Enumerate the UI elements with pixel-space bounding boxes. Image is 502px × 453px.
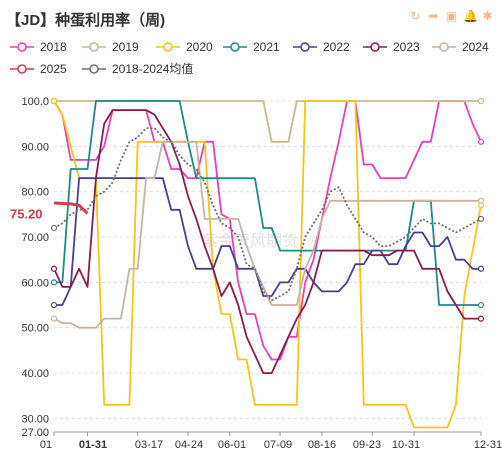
legend-swatch-marker <box>89 64 99 74</box>
series-line <box>54 100 481 306</box>
save-icon[interactable]: ✱ <box>482 9 493 23</box>
series-endpoint-marker <box>477 215 485 222</box>
y-tick-label: 27.00 <box>21 427 49 439</box>
image-icon[interactable]: ▣ <box>445 9 458 23</box>
legend-label[interactable]: 2023 <box>393 40 420 54</box>
legend-swatch-marker <box>17 42 27 52</box>
series-endpoint-marker <box>50 97 58 105</box>
series-line <box>53 109 481 375</box>
current-value-label: 75.20 <box>10 206 43 221</box>
y-tick-label: 30.00 <box>21 413 49 425</box>
legend-swatch-marker <box>163 42 173 52</box>
legend-label[interactable]: 2025 <box>40 62 67 76</box>
legend-label[interactable]: 2019 <box>112 40 139 54</box>
legend-swatch-marker <box>300 42 310 52</box>
series-endpoint-marker <box>477 197 485 204</box>
series-endpoint-marker <box>477 265 485 272</box>
legend-swatch-marker <box>370 42 380 52</box>
series-endpoint-marker <box>477 301 485 309</box>
series-endpoint-marker <box>50 224 58 232</box>
x-tick-label: 04-24 <box>175 439 203 451</box>
legend-swatch-marker <box>89 42 99 52</box>
y-tick-label: 60.00 <box>21 277 49 289</box>
legend-label[interactable]: 2024 <box>462 40 489 54</box>
y-tick-label: 50.00 <box>21 323 49 335</box>
x-tick-label: 06-01 <box>218 439 246 451</box>
watermark-text: 紫金天风期货 <box>202 232 298 250</box>
series-endpoint-marker <box>50 279 58 286</box>
legend-swatch-marker <box>17 64 27 74</box>
x-tick-label: 01 <box>40 439 52 451</box>
series-endpoint-marker <box>477 97 485 105</box>
x-tick-label: 09-23 <box>353 439 381 451</box>
legend-label[interactable]: 2021 <box>253 40 280 54</box>
legend-label[interactable]: 2018-2024均值 <box>112 61 193 76</box>
chart-title: 【JD】种蛋利用率（周) <box>6 12 166 29</box>
share-icon[interactable]: ➦ <box>428 9 439 23</box>
series-line <box>54 100 481 143</box>
series-endpoint-marker <box>477 315 485 322</box>
x-tick-label: 07-09 <box>264 439 292 451</box>
y-tick-label: 70.00 <box>21 232 49 244</box>
current-value-box <box>6 204 52 223</box>
series-line <box>53 100 482 361</box>
series-line <box>53 201 89 215</box>
legend-swatch-marker <box>439 42 449 52</box>
legend-label[interactable]: 2022 <box>323 40 350 54</box>
series-endpoint-marker <box>477 138 485 145</box>
y-tick-label: 90.00 <box>21 141 49 153</box>
x-tick-label: 01-31 <box>79 439 107 451</box>
series-line <box>53 100 482 429</box>
series-line <box>53 127 482 302</box>
x-tick-label: 12-31 <box>474 439 502 451</box>
series-endpoint-marker <box>50 315 58 322</box>
x-tick-label: 08-16 <box>308 439 336 451</box>
notify-icon[interactable]: 🔔 <box>463 9 478 23</box>
y-tick-label: 100.0 <box>21 96 49 108</box>
y-tick-label: 40.00 <box>21 368 49 380</box>
legend-swatch-marker <box>230 42 240 52</box>
legend-label[interactable]: 2018 <box>40 40 67 54</box>
chart-toolbar: ↻ ➦ ▣ 🔔 ✱ <box>409 10 494 23</box>
x-tick-label: 03-17 <box>135 439 163 451</box>
restore-icon[interactable]: ↻ <box>410 9 421 23</box>
y-tick-label: 80.00 <box>21 187 49 199</box>
legend-label[interactable]: 2020 <box>186 40 213 54</box>
series-endpoint-marker <box>50 265 58 272</box>
series-endpoint-marker <box>50 301 58 309</box>
x-tick-label: 10-31 <box>392 439 420 451</box>
